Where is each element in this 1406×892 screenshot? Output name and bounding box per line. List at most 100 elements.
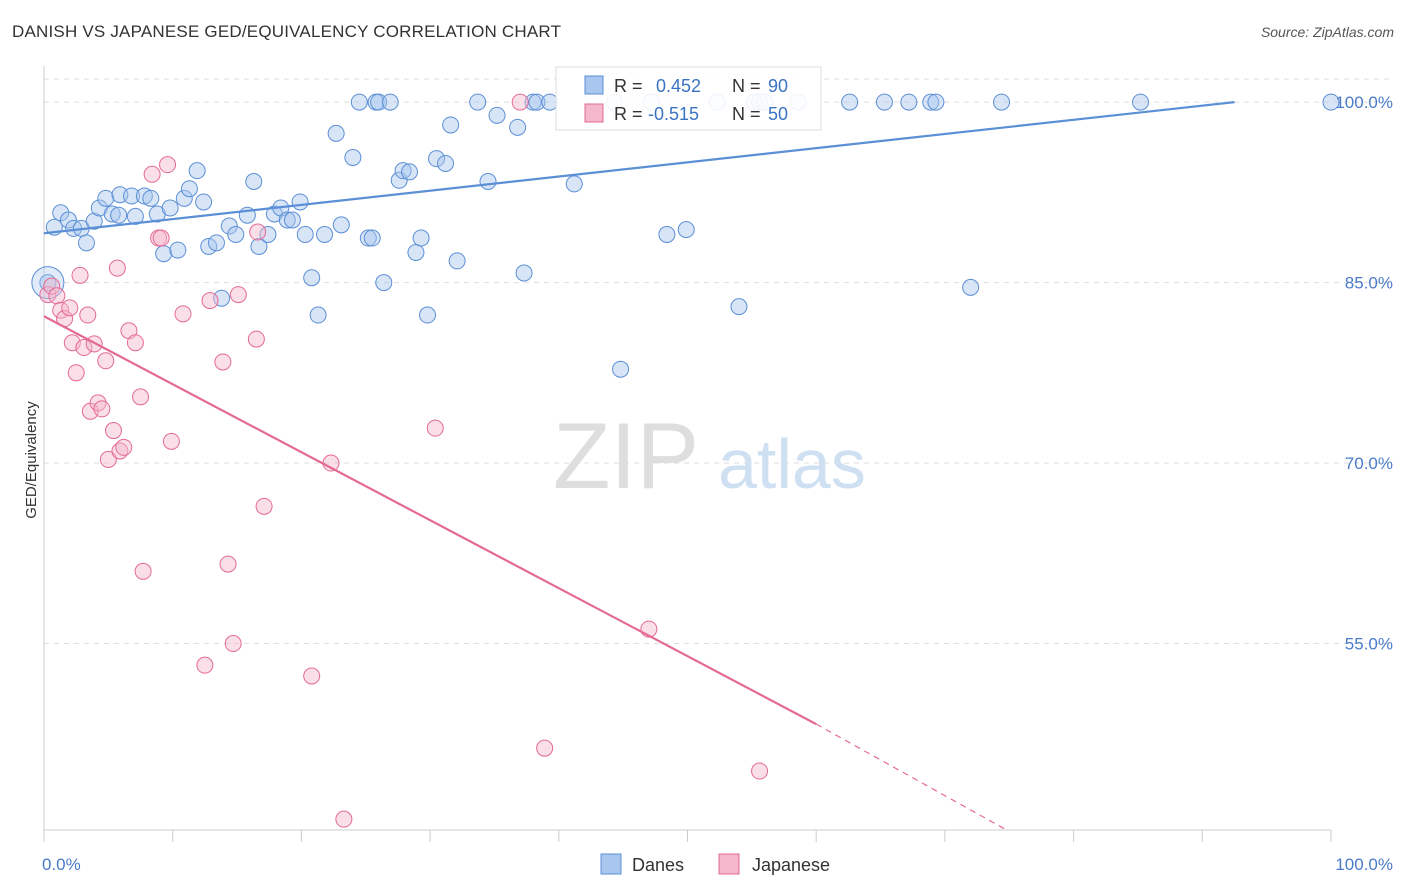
japanese-point	[79, 306, 97, 324]
stats-n-label-japanese: N =	[732, 104, 761, 124]
danes-point	[309, 306, 327, 324]
x-tick-label: 0.0%	[42, 855, 81, 874]
danes-point	[110, 206, 128, 224]
danes-point	[350, 93, 368, 111]
legend-label-danes[interactable]: Danes	[632, 855, 684, 875]
danes-point	[195, 193, 213, 211]
danes-point	[381, 93, 399, 111]
danes-point	[509, 118, 527, 136]
y-tick-label: 100.0%	[1335, 93, 1393, 112]
japanese-point	[196, 656, 214, 674]
danes-point	[123, 187, 141, 205]
x-tick-labels: 0.0% 100.0%	[42, 855, 1393, 874]
x-tick-label: 100.0%	[1335, 855, 1393, 874]
danes-trend-line	[43, 101, 1235, 235]
danes-point-cluster	[31, 266, 65, 300]
danes-point	[401, 163, 419, 181]
danes-point	[250, 237, 268, 255]
danes-point	[344, 148, 362, 166]
japanese-point	[536, 739, 554, 757]
japanese-point	[174, 305, 192, 323]
danes-point	[259, 225, 277, 243]
japanese-trend-extension	[815, 723, 1007, 831]
danes-point	[419, 306, 437, 324]
japanese-point	[97, 352, 115, 370]
danes-point	[541, 93, 559, 111]
japanese-point	[303, 667, 321, 685]
danes-point	[175, 189, 193, 207]
japanese-point	[71, 266, 89, 284]
danes-point	[85, 212, 103, 230]
japanese-point	[152, 229, 170, 247]
japanese-point	[75, 339, 93, 357]
danes-point	[332, 216, 350, 234]
stats-r-value-japanese: -0.515	[648, 104, 699, 124]
japanese-point	[143, 165, 161, 183]
japanese-point	[43, 277, 61, 295]
danes-point	[479, 173, 497, 191]
stats-r-label-japanese: R =	[614, 104, 643, 124]
japanese-point	[134, 562, 152, 580]
japanese-point	[48, 287, 66, 305]
danes-point	[327, 124, 345, 142]
japanese-point	[159, 156, 177, 174]
japanese-point	[108, 259, 126, 277]
danes-point	[515, 264, 533, 282]
stats-box: R = 0.452 N = 90 R = -0.515 N = 50	[555, 66, 822, 131]
trend-lines	[43, 101, 1235, 831]
danes-point	[283, 211, 301, 229]
source-label: Source: ZipAtlas.com	[1260, 24, 1394, 40]
japanese-point	[93, 400, 111, 418]
stats-n-value-japanese: 50	[768, 104, 788, 124]
danes-point	[442, 116, 460, 134]
danes-point	[296, 225, 314, 243]
legend: Danes Japanese	[600, 853, 830, 875]
japanese-point	[224, 635, 242, 653]
danes-point	[316, 225, 334, 243]
japanese-point	[255, 497, 273, 515]
danes-point	[142, 189, 160, 207]
japanese-point	[751, 762, 769, 780]
danes-point	[469, 93, 487, 111]
legend-label-japanese[interactable]: Japanese	[752, 855, 830, 875]
stats-swatch-japanese	[584, 103, 604, 123]
danes-point	[524, 93, 542, 111]
danes-point	[180, 180, 198, 198]
danes-point	[59, 211, 77, 229]
japanese-point	[229, 286, 247, 304]
japanese-point	[162, 432, 180, 450]
stats-n-value-danes: 90	[768, 76, 788, 96]
legend-swatch-japanese[interactable]	[718, 853, 740, 875]
danes-point	[370, 93, 388, 111]
japanese-point	[39, 286, 57, 304]
danes-point	[359, 229, 377, 247]
y-tick-label: 70.0%	[1345, 454, 1393, 473]
danes-point	[1132, 93, 1150, 111]
danes-point	[207, 234, 225, 252]
japanese-point	[67, 364, 85, 382]
japanese-point	[126, 334, 144, 352]
danes-point	[245, 173, 263, 191]
watermark-atlas: atlas	[718, 425, 866, 503]
x-ticks	[43, 830, 1332, 842]
danes-point	[303, 269, 321, 287]
chart-title: DANISH VS JAPANESE GED/EQUIVALENCY CORRE…	[12, 22, 562, 41]
danes-point	[375, 274, 393, 292]
danes-point	[412, 229, 430, 247]
danes-point	[161, 199, 179, 217]
japanese-point	[61, 299, 79, 317]
y-tick-label: 55.0%	[1345, 635, 1393, 654]
danes-point	[448, 252, 466, 270]
danes-point	[962, 278, 980, 296]
japanese-point	[219, 555, 237, 573]
danes-point	[227, 225, 245, 243]
legend-swatch-danes[interactable]	[600, 853, 622, 875]
danes-point	[363, 229, 381, 247]
japanese-point	[99, 450, 117, 468]
grid-lines	[44, 78, 1391, 645]
japanese-trend-line	[43, 315, 817, 726]
danes-point	[528, 93, 546, 111]
danes-point	[155, 245, 173, 263]
danes-point	[135, 187, 153, 205]
